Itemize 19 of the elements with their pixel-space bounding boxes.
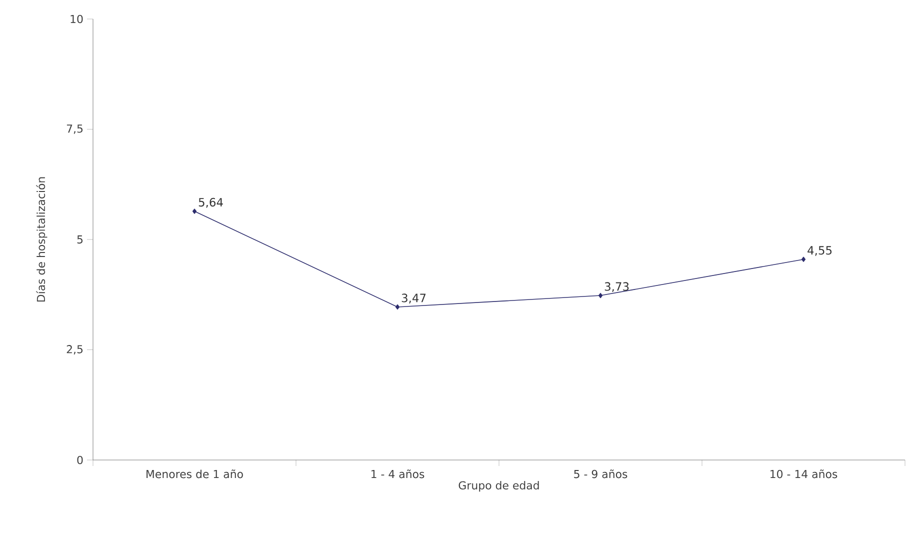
- data-label: 5,64: [198, 198, 223, 208]
- x-tick-label: 5 - 9 años: [574, 470, 628, 478]
- x-axis-title: Grupo de edad: [458, 481, 539, 492]
- x-tick-label: Menores de 1 año: [146, 470, 243, 478]
- x-tick-label: 10 - 14 años: [770, 470, 838, 478]
- data-label: 3,73: [604, 282, 629, 292]
- y-tick-label: 7,5: [66, 124, 83, 134]
- y-tick-label: 5: [77, 235, 83, 244]
- data-label: 3,47: [402, 294, 426, 304]
- y-axis-title: Días de hospitalización: [36, 177, 48, 302]
- point: [598, 292, 603, 298]
- y-tick-label: 2,5: [66, 345, 83, 354]
- point: [192, 208, 197, 214]
- y-tick-label: 10: [70, 14, 83, 24]
- point: [801, 256, 806, 262]
- y-tick-label: 0: [77, 456, 83, 464]
- x-tick-label: 1 - 4 años: [371, 470, 424, 478]
- point: [395, 304, 400, 310]
- data-label: 4,55: [808, 246, 832, 256]
